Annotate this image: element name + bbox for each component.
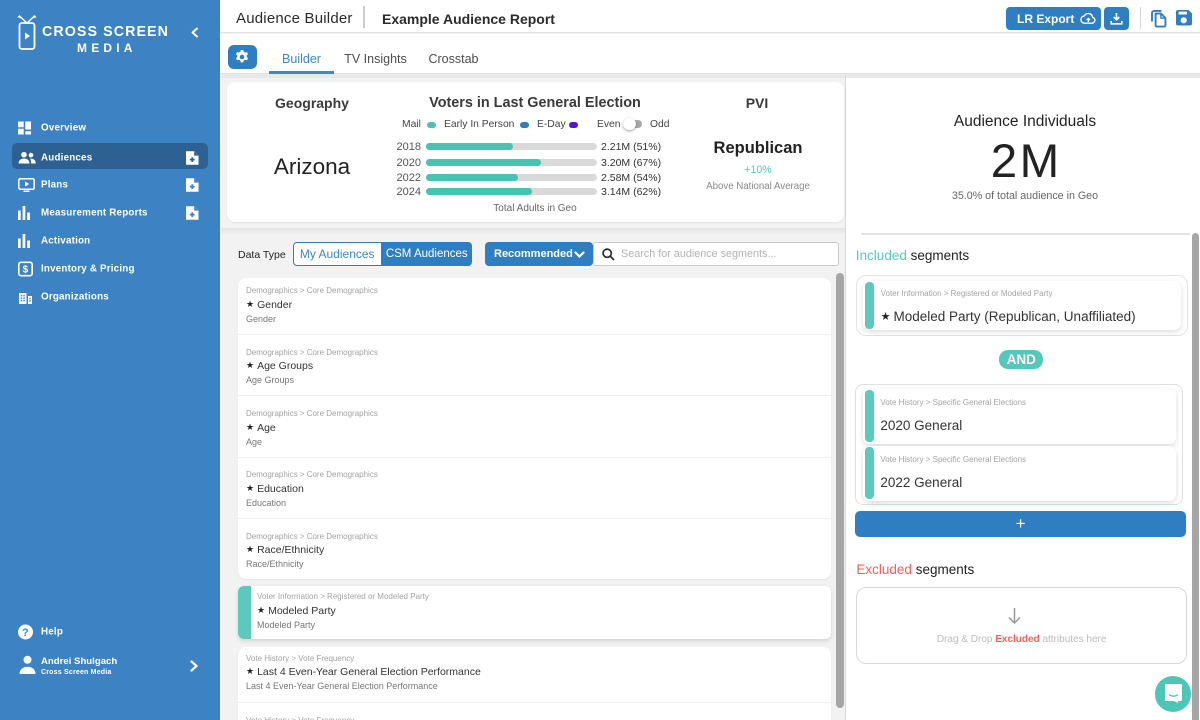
svg-text:$: $ (23, 264, 29, 275)
svg-text:?: ? (22, 627, 29, 639)
